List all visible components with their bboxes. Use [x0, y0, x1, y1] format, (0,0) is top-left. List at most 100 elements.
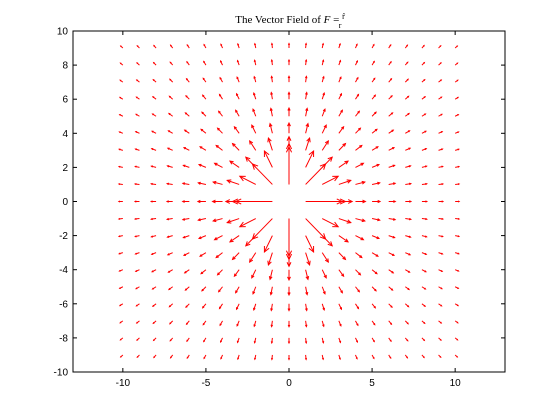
arrow-shaft: [198, 182, 207, 185]
vector-arrow: [197, 163, 207, 168]
arrow-head: [287, 292, 291, 297]
vector-arrow: [338, 92, 343, 100]
arrow-head: [406, 322, 409, 325]
vector-arrow: [238, 218, 256, 228]
arrow-head: [167, 287, 171, 291]
arrow-head: [457, 148, 460, 151]
arrow-head: [136, 62, 139, 65]
vector-arrow: [421, 182, 428, 186]
arrow-head: [389, 43, 392, 47]
arrow-head: [322, 75, 325, 79]
vector-arrow: [355, 144, 363, 151]
arrow-head: [392, 182, 397, 186]
vector-arrow: [355, 76, 359, 83]
arrow-head: [118, 287, 121, 289]
arrow-head: [456, 96, 460, 99]
vector-arrow: [252, 91, 257, 100]
arrow-shaft: [355, 181, 365, 185]
arrow-head: [424, 165, 428, 168]
vector-arrow: [421, 148, 428, 151]
arrow-head: [152, 339, 155, 342]
arrow-head: [422, 44, 425, 47]
arrow-shaft: [338, 109, 343, 117]
arrow-head: [321, 357, 324, 361]
vector-arrow: [454, 45, 459, 49]
arrow-head: [151, 304, 155, 307]
arrow-head: [135, 287, 138, 290]
vector-arrow: [253, 75, 257, 83]
vector-arrow: [199, 146, 207, 151]
vector-arrow: [438, 79, 443, 83]
arrow-head: [457, 114, 460, 116]
arrow-head: [229, 238, 234, 243]
vector-arrow: [287, 91, 291, 100]
arrow-head: [238, 221, 246, 228]
vector-arrow: [183, 129, 190, 134]
x-tick-label: 0: [286, 378, 292, 389]
arrow-head: [134, 252, 137, 255]
arrow-head: [199, 254, 203, 257]
vector-arrow: [118, 269, 124, 272]
arrow-head: [286, 262, 292, 268]
arrow-shaft: [305, 235, 315, 253]
arrow-head: [338, 42, 341, 46]
vector-arrow: [287, 121, 291, 134]
arrow-shaft: [217, 269, 223, 276]
arrow-shaft: [235, 109, 240, 117]
arrow-head: [203, 43, 206, 46]
vector-arrow: [182, 147, 190, 151]
vector-arrow: [119, 320, 124, 324]
arrow-head: [373, 77, 376, 80]
arrow-head: [423, 78, 426, 81]
arrow-head: [237, 357, 240, 361]
arrow-head: [270, 308, 273, 312]
arrow-head: [233, 125, 237, 130]
vector-arrow: [151, 303, 157, 307]
vector-arrow: [388, 147, 396, 151]
arrow-head: [408, 182, 413, 186]
arrow-head: [287, 276, 291, 282]
arrow-head: [456, 304, 460, 307]
vector-arrow: [263, 235, 273, 254]
arrow-head: [424, 235, 428, 238]
arrow-head: [197, 218, 201, 222]
vector-arrow: [270, 42, 274, 49]
arrow-head: [321, 42, 324, 46]
vector-arrow: [215, 144, 223, 151]
arrow-head: [321, 341, 325, 344]
vector-arrow: [236, 59, 240, 66]
arrow-head: [423, 304, 427, 307]
vector-arrow: [217, 286, 223, 293]
vector-arrow: [150, 148, 157, 151]
arrow-head: [339, 340, 342, 344]
vector-arrow: [388, 182, 397, 186]
vector-arrow: [304, 337, 308, 345]
vector-arrow: [405, 235, 412, 238]
vector-arrow: [304, 58, 308, 66]
arrow-head: [166, 147, 170, 150]
arrow-head: [440, 270, 444, 272]
arrow-shaft: [215, 145, 223, 151]
arrow-head: [408, 253, 412, 256]
arrow-head: [457, 252, 460, 255]
vector-arrow: [454, 269, 460, 272]
arrow-head: [181, 182, 186, 186]
arrow-head: [308, 149, 315, 158]
vector-arrow: [355, 59, 358, 66]
arrow-head: [332, 221, 340, 228]
arrow-head: [424, 287, 427, 290]
vector-arrow: [321, 108, 326, 117]
arrow-head: [218, 306, 222, 310]
vector-arrow: [321, 286, 326, 295]
vector-arrow: [421, 165, 428, 168]
vector-arrow: [404, 78, 409, 83]
arrow-head: [322, 291, 326, 295]
arrow-head: [304, 58, 308, 62]
chart-title: The Vector Field of F = r̂ r: [235, 12, 346, 30]
arrow-shaft: [305, 286, 308, 295]
vector-arrow: [135, 320, 140, 324]
arrow-head: [168, 305, 171, 308]
vector-arrow: [150, 182, 157, 186]
arrow-shaft: [355, 252, 363, 258]
vector-arrow: [203, 43, 207, 49]
